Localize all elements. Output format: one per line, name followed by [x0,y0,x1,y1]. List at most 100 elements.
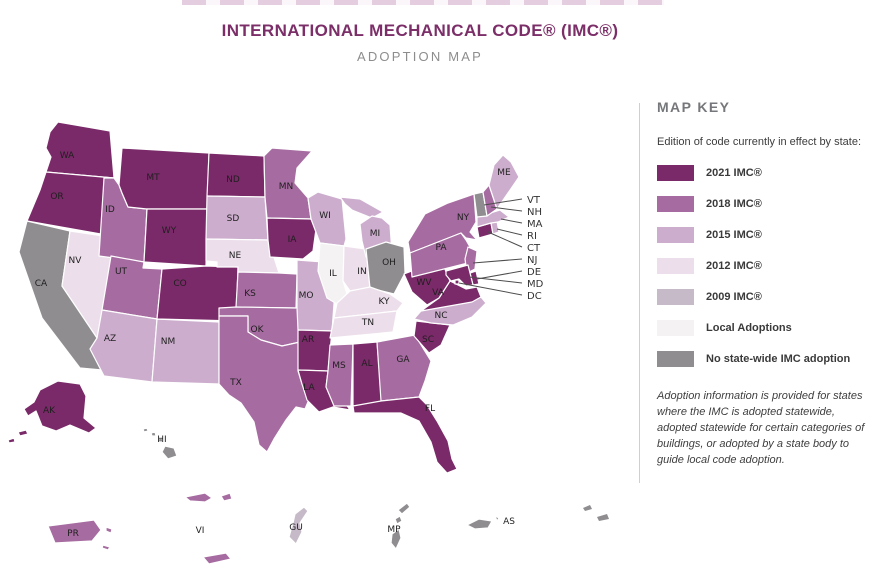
state-label-ia: IA [288,235,298,245]
callout-label-ma: MA [527,219,543,230]
state-me[interactable] [488,154,520,210]
state-pr[interactable] [105,526,113,534]
state-pr[interactable] [47,519,102,544]
legend-swatch-2021 [657,165,694,181]
state-mp[interactable] [390,528,402,550]
state-ak[interactable] [7,437,16,444]
state-label-tn: TN [361,318,374,328]
state-label-al: AL [361,359,372,369]
callout-line-nh [490,206,523,212]
outlying-islet-1 [597,514,609,521]
state-hi[interactable] [150,431,157,437]
state-label-ms: MS [332,361,346,371]
state-pa[interactable] [409,232,471,278]
state-nm[interactable] [151,318,220,385]
state-label-la: LA [303,383,315,393]
legend-label-local: Local Adoptions [706,322,792,334]
state-label-nv: NV [69,256,83,266]
state-mt[interactable] [118,147,210,210]
state-hi[interactable] [157,437,164,443]
mapkey-divider [639,103,640,483]
callout-label-de: DE [527,267,541,278]
callout-label-ri: RI [527,231,537,242]
state-ak[interactable] [23,380,97,434]
state-as[interactable] [466,518,493,530]
state-wi[interactable] [307,191,347,247]
state-label-ks: KS [244,289,256,299]
legend-row-local: Local Adoptions [657,320,875,336]
state-label-mi: MI [370,229,380,239]
state-label-wi: WI [319,211,331,221]
state-label-wy: WY [162,226,177,236]
legend-row-2021: 2021 IMC® [657,165,875,181]
state-label-nm: NM [161,337,176,347]
state-label-co: CO [173,279,186,289]
legend-swatch-2018 [657,196,694,212]
legend-label-2009: 2009 IMC® [706,291,762,303]
legend-row-2012: 2012 IMC® [657,258,875,274]
legend-label-2021: 2021 IMC® [706,167,762,179]
state-ma[interactable] [476,209,510,228]
state-md[interactable] [445,264,474,287]
state-vi[interactable] [220,492,233,502]
callout-line-de [476,270,523,280]
state-as[interactable] [494,515,500,522]
state-hi[interactable] [142,427,149,433]
state-label-hi: HI [157,435,166,445]
state-ak[interactable] [17,429,29,437]
state-nc[interactable] [413,296,487,326]
state-wa[interactable] [45,121,115,179]
legend-row-2009: 2009 IMC® [657,289,875,305]
page-title: INTERNATIONAL MECHANICAL CODE® (IMC®) [221,21,619,40]
state-dc[interactable] [454,279,460,285]
legend-swatch-2009 [657,289,694,305]
state-mp[interactable] [397,502,411,515]
state-az[interactable] [89,309,158,383]
callout-line-vt [483,198,523,206]
legend-row-2015: 2015 IMC® [657,227,875,243]
state-label-vi: VI [196,526,205,536]
state-mn[interactable] [263,147,313,220]
legend-swatch-local [657,320,694,336]
state-mp[interactable] [394,515,403,525]
state-tn[interactable] [329,310,398,339]
legend-label-2015: 2015 IMC® [706,229,762,241]
state-vi[interactable] [202,552,232,565]
state-gu[interactable] [288,506,309,545]
state-ut[interactable] [101,255,163,320]
state-vi[interactable] [184,492,213,503]
cropped-header-remnant [182,0,664,5]
state-tx[interactable] [218,315,311,453]
state-label-sc: SC [422,335,434,345]
map-key-heading: MAP KEY [657,99,731,115]
state-ms[interactable] [325,343,354,407]
state-label-ny: NY [457,213,470,223]
state-pr[interactable] [101,544,111,551]
state-label-wa: WA [60,151,75,161]
state-wy[interactable] [143,208,208,267]
state-hi[interactable] [161,445,178,460]
state-label-me: ME [497,168,511,178]
map-key-description: Edition of code currently in effect by s… [657,136,862,148]
state-label-ca: CA [35,279,48,289]
state-label-va: VA [432,288,445,298]
state-label-tx: TX [229,378,242,388]
state-fl[interactable] [352,396,458,474]
state-label-ky: KY [378,297,390,307]
state-label-oh: OH [382,258,396,268]
state-label-ok: OK [251,325,265,335]
legend-row-2018: 2018 IMC® [657,196,875,212]
state-mi[interactable] [339,196,384,219]
state-label-ga: GA [396,355,410,365]
state-label-pa: PA [435,243,447,253]
state-label-pr: PR [67,529,79,539]
state-label-sd: SD [227,214,240,224]
state-oh[interactable] [365,241,406,295]
callout-line-ma [500,218,523,224]
state-va[interactable] [420,280,482,312]
page-subtitle: ADOPTION MAP [356,49,484,64]
state-label-wv: WV [416,278,432,288]
state-label-id: ID [105,205,115,215]
callout-line-dc [458,282,523,296]
